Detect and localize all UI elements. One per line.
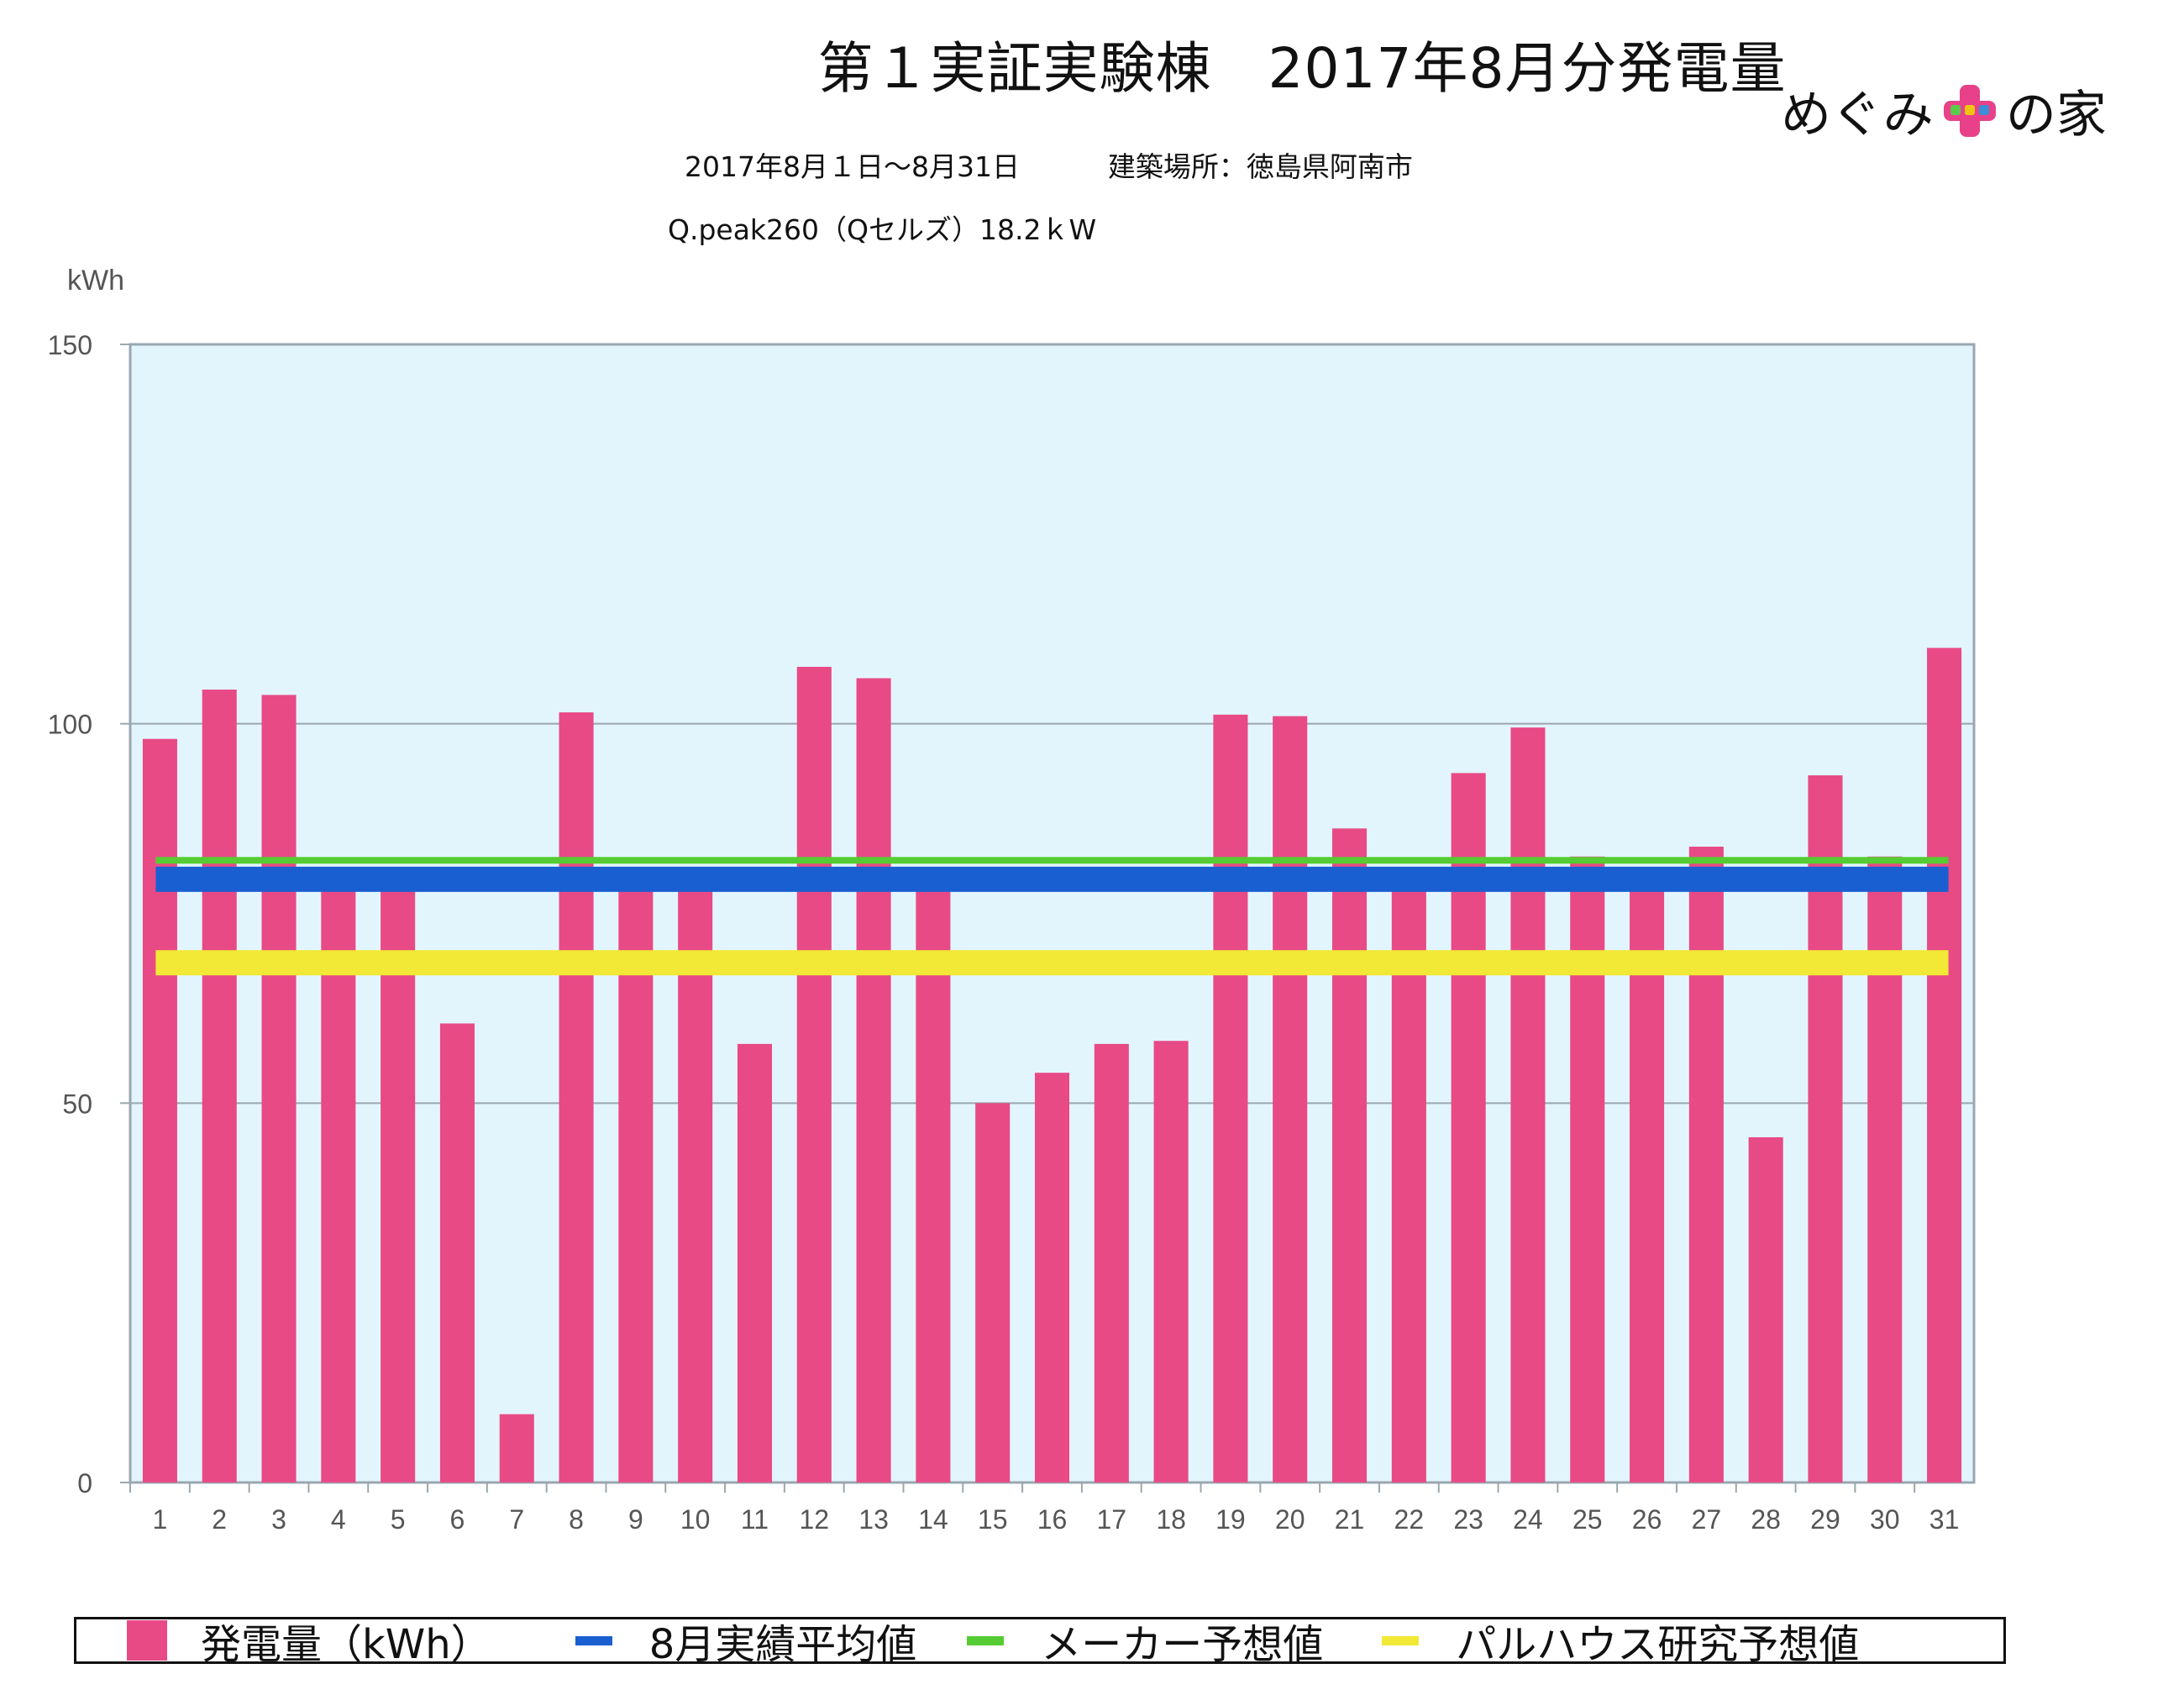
x-tick-label: 21	[1335, 1504, 1365, 1535]
x-tick-label: 13	[858, 1504, 889, 1535]
x-tick-label: 5	[391, 1504, 406, 1535]
bar	[1927, 648, 1962, 1482]
legend-label: 発電量（kWh）	[201, 1621, 491, 1668]
logo-text-right: の家	[2005, 86, 2107, 144]
x-tick-label: 8	[569, 1504, 584, 1535]
bar	[1748, 1136, 1783, 1482]
legend-item: メーカー予想値	[967, 1611, 1323, 1670]
legend-label: 8月実績平均値	[648, 1621, 917, 1668]
x-tick-label: 1	[153, 1504, 168, 1535]
bar	[202, 690, 237, 1482]
bar	[559, 712, 594, 1482]
x-tick-label: 4	[331, 1504, 346, 1535]
bar	[856, 678, 891, 1482]
reference-line	[155, 866, 1949, 892]
x-tick-label: 12	[799, 1504, 829, 1535]
bar	[1331, 828, 1368, 1482]
x-tick-label: 9	[628, 1504, 643, 1535]
x-tick-label: 26	[1632, 1504, 1662, 1535]
legend-swatch	[1382, 1635, 1420, 1645]
legend-swatch	[575, 1635, 612, 1645]
bar	[916, 875, 951, 1482]
chart-legend: 発電量（kWh） 8月実績平均値 メーカー予想値 パルハウス研究予想値	[74, 1617, 2006, 1668]
x-tick-label: 3	[271, 1504, 286, 1535]
bar	[1034, 1073, 1070, 1482]
x-tick-label: 20	[1275, 1504, 1305, 1535]
y-tick-label: 150	[48, 330, 92, 360]
logo: めぐみ の家	[1781, 74, 2107, 147]
x-tick-label: 31	[1929, 1504, 1960, 1535]
x-tick-label: 14	[918, 1504, 948, 1535]
x-tick-label: 30	[1870, 1504, 1900, 1535]
plus-icon	[1943, 84, 1996, 137]
legend-swatch	[127, 1620, 167, 1661]
bar	[1153, 1041, 1189, 1482]
y-tick-label: 0	[77, 1468, 92, 1498]
bar	[321, 890, 356, 1482]
reference-line	[155, 950, 1949, 976]
legend-item: パルハウス研究予想値	[1382, 1611, 1859, 1670]
bar	[796, 666, 832, 1482]
legend-swatch	[967, 1635, 1005, 1645]
x-tick-label: 17	[1097, 1504, 1127, 1535]
x-tick-label: 18	[1156, 1504, 1186, 1535]
bar	[142, 738, 177, 1482]
bar	[975, 1103, 1011, 1482]
legend-label: メーカー予想値	[1041, 1621, 1324, 1668]
y-tick-label: 100	[48, 710, 92, 740]
x-tick-label: 28	[1751, 1504, 1781, 1535]
chart-title: 第１実証実験棟 2017年8月分発電量	[817, 36, 1787, 101]
bar	[261, 695, 297, 1482]
bar	[1094, 1043, 1129, 1482]
bar	[1391, 875, 1426, 1482]
legend-item: 8月実績平均値	[575, 1611, 917, 1670]
bar	[1808, 775, 1843, 1482]
bar	[381, 883, 416, 1482]
x-tick-label: 11	[741, 1504, 769, 1535]
bar	[737, 1043, 773, 1482]
legend-label: パルハウス研究予想値	[1456, 1621, 1860, 1668]
x-tick-label: 22	[1394, 1504, 1425, 1535]
bar	[1213, 714, 1248, 1482]
y-axis-label: kWh	[67, 265, 124, 296]
legend-item: 発電量（kWh）	[127, 1611, 491, 1670]
bar	[1273, 716, 1308, 1482]
x-tick-label: 24	[1513, 1504, 1543, 1535]
x-tick-label: 2	[212, 1504, 227, 1535]
x-tick-label: 25	[1572, 1504, 1603, 1535]
x-tick-label: 6	[450, 1504, 465, 1535]
x-tick-label: 19	[1215, 1504, 1246, 1535]
x-tick-label: 15	[978, 1504, 1008, 1535]
x-tick-label: 27	[1692, 1504, 1722, 1535]
x-tick-label: 29	[1810, 1504, 1840, 1535]
chart-subtitle-system: Q.peak260（Qセルズ）18.2ｋW	[668, 213, 1097, 246]
bar	[1630, 879, 1665, 1482]
x-tick-label: 16	[1037, 1504, 1068, 1535]
y-tick-label: 50	[62, 1089, 92, 1119]
logo-text-left: めぐみ	[1781, 86, 1934, 144]
bar	[499, 1414, 534, 1482]
bar	[618, 875, 654, 1482]
x-tick-label: 10	[680, 1504, 711, 1535]
bar	[678, 875, 713, 1482]
bar	[1510, 727, 1546, 1482]
x-tick-label: 23	[1453, 1504, 1483, 1535]
bar	[1688, 847, 1724, 1482]
bar	[439, 1023, 475, 1482]
x-tick-label: 7	[509, 1504, 524, 1535]
reference-line	[155, 857, 1949, 864]
chart-subtitle-period: 2017年8月１日〜8月31日 建築場所：徳島県阿南市	[685, 150, 1413, 183]
